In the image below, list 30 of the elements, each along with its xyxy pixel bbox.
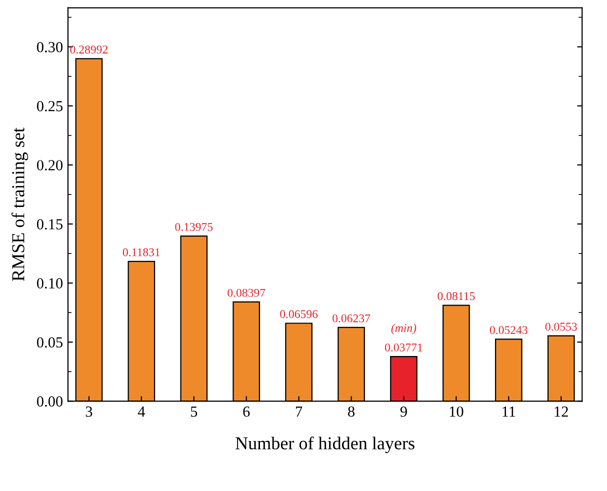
- y-tick-label: 0.25: [36, 101, 63, 112]
- data-label: 0.03771: [385, 343, 422, 352]
- y-tick-label: 0.00: [36, 396, 63, 407]
- y-axis-title: RMSE of training set: [11, 128, 28, 281]
- y-tick-label: 0.30: [36, 42, 63, 52]
- data-label: 0.13975: [175, 222, 213, 231]
- x-tick-label: 12: [554, 406, 568, 417]
- x-axis-title: Number of hidden layers: [236, 436, 414, 454]
- x-tick-label: 10: [450, 406, 464, 417]
- x-tick-label: 3: [86, 406, 92, 417]
- x-tick-label: 4: [138, 406, 146, 417]
- x-tick-label: 7: [296, 406, 302, 417]
- data-label: 0.05243: [490, 326, 528, 334]
- y-tick-label: 0.15: [36, 219, 63, 230]
- y-tick-label: 0.20: [36, 160, 63, 170]
- x-tick-label: 11: [502, 406, 516, 417]
- data-label: 0.06596: [280, 310, 318, 318]
- x-tick-label: 9: [400, 406, 407, 417]
- data-label: 0.11831: [122, 248, 160, 256]
- data-label: 0.08397: [228, 288, 266, 297]
- data-label: 0.28992: [70, 46, 108, 54]
- y-tick-label: 0.05: [36, 337, 63, 348]
- data-label: 0.0553: [545, 322, 577, 331]
- data-label: 0.06237: [332, 314, 370, 322]
- x-tick-label: 5: [190, 406, 198, 417]
- x-tick-label: 8: [348, 406, 355, 417]
- y-tick-label: 0.10: [36, 278, 63, 289]
- annotation: (min): [391, 324, 416, 334]
- x-tick-label: 6: [243, 406, 250, 417]
- data-label: 0.08115: [438, 292, 475, 300]
